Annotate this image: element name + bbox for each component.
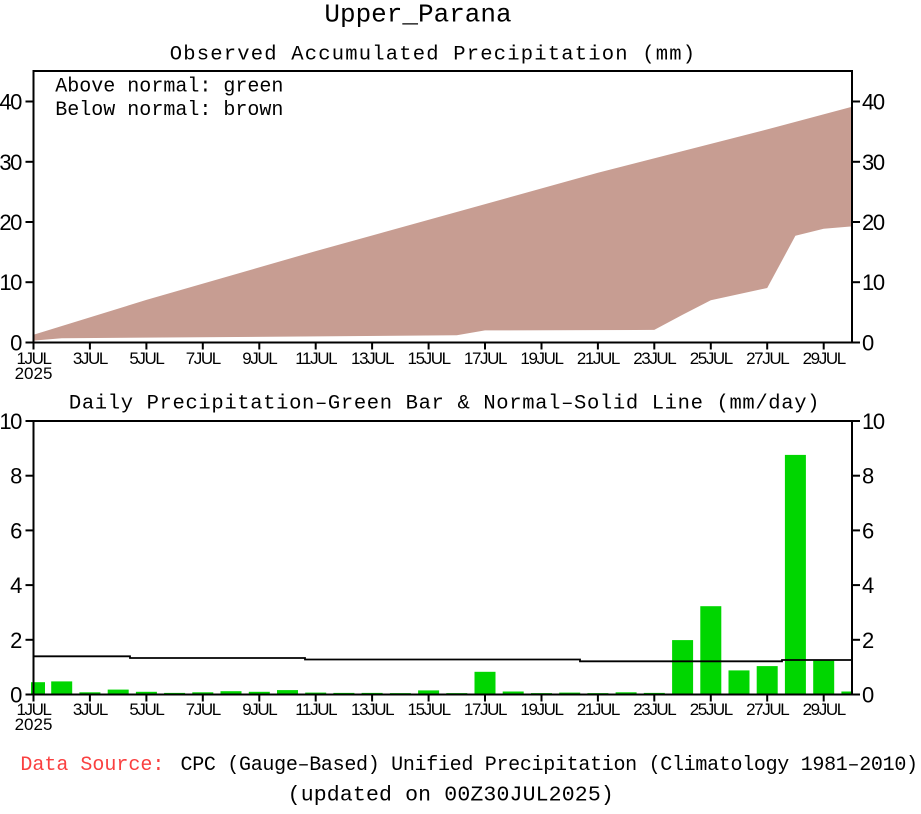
svg-text:7JUL: 7JUL — [186, 349, 221, 368]
svg-text:5JUL: 5JUL — [129, 700, 164, 719]
svg-text:25JUL: 25JUL — [690, 349, 733, 368]
svg-text:0: 0 — [862, 331, 874, 356]
svg-text:4: 4 — [862, 573, 874, 598]
svg-text:2: 2 — [10, 628, 22, 653]
svg-text:Upper_Parana: Upper_Parana — [324, 0, 511, 30]
svg-text:8: 8 — [10, 464, 22, 489]
svg-text:10: 10 — [0, 409, 22, 434]
svg-text:1JUL: 1JUL — [16, 349, 51, 368]
svg-text:30: 30 — [862, 150, 885, 175]
svg-text:23JUL: 23JUL — [633, 349, 676, 368]
svg-text:15JUL: 15JUL — [408, 349, 451, 368]
svg-text:17JUL: 17JUL — [464, 700, 507, 719]
svg-text:17JUL: 17JUL — [464, 349, 507, 368]
svg-text:9JUL: 9JUL — [242, 349, 277, 368]
svg-text:CPC (Gauge–Based) Unified Prec: CPC (Gauge–Based) Unified Precipitation … — [181, 754, 918, 777]
svg-text:0: 0 — [862, 683, 874, 708]
svg-text:23JUL: 23JUL — [633, 700, 676, 719]
svg-text:2: 2 — [862, 628, 874, 653]
svg-text:40: 40 — [862, 90, 885, 115]
svg-text:6: 6 — [862, 518, 874, 543]
svg-text:Below normal: brown: Below normal: brown — [55, 99, 283, 122]
svg-text:10: 10 — [0, 270, 22, 295]
svg-text:Daily Precipitation–Green Bar: Daily Precipitation–Green Bar & Normal–S… — [69, 392, 820, 415]
svg-text:13JUL: 13JUL — [351, 349, 394, 368]
svg-text:40: 40 — [0, 90, 22, 115]
svg-text:19JUL: 19JUL — [520, 349, 563, 368]
svg-text:21JUL: 21JUL — [577, 349, 620, 368]
svg-text:11JUL: 11JUL — [295, 349, 337, 368]
svg-text:5JUL: 5JUL — [129, 349, 164, 368]
svg-text:0: 0 — [10, 683, 22, 708]
svg-text:25JUL: 25JUL — [690, 700, 733, 719]
svg-text:8: 8 — [862, 464, 874, 489]
svg-text:2025: 2025 — [15, 715, 53, 734]
svg-text:(updated on 00Z30JUL2025): (updated on 00Z30JUL2025) — [288, 784, 614, 808]
svg-text:Above normal: green: Above normal: green — [55, 76, 283, 99]
svg-text:29JUL: 29JUL — [803, 700, 846, 719]
svg-text:Observed Accumulated Precipita: Observed Accumulated Precipitation (mm) — [170, 44, 697, 67]
svg-text:29JUL: 29JUL — [803, 349, 846, 368]
svg-text:30: 30 — [0, 150, 22, 175]
svg-text:20: 20 — [0, 210, 22, 235]
svg-text:9JUL: 9JUL — [242, 700, 277, 719]
svg-text:6: 6 — [10, 518, 22, 543]
svg-text:10: 10 — [862, 409, 885, 434]
svg-text:10: 10 — [862, 270, 885, 295]
svg-text:27JUL: 27JUL — [746, 349, 789, 368]
svg-text:7JUL: 7JUL — [186, 700, 221, 719]
svg-text:19JUL: 19JUL — [520, 700, 563, 719]
svg-text:0: 0 — [10, 331, 22, 356]
svg-text:15JUL: 15JUL — [408, 700, 451, 719]
svg-text:20: 20 — [862, 210, 885, 235]
svg-text:11JUL: 11JUL — [295, 700, 337, 719]
svg-text:27JUL: 27JUL — [746, 700, 789, 719]
svg-text:Data Source:: Data Source: — [20, 754, 164, 777]
svg-text:13JUL: 13JUL — [351, 700, 394, 719]
svg-text:3JUL: 3JUL — [73, 349, 108, 368]
svg-text:1JUL: 1JUL — [16, 700, 51, 719]
svg-text:4: 4 — [10, 573, 22, 598]
svg-text:21JUL: 21JUL — [577, 700, 620, 719]
svg-text:3JUL: 3JUL — [73, 700, 108, 719]
svg-text:2025: 2025 — [15, 364, 53, 383]
